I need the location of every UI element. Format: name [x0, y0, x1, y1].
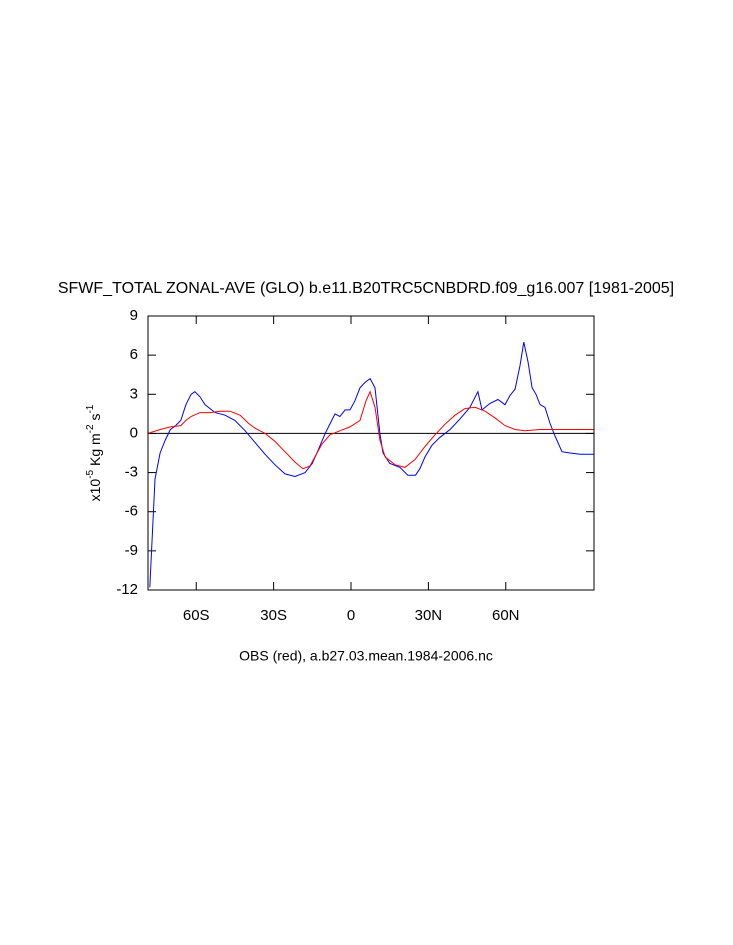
- y-tick-label: 6: [130, 346, 138, 363]
- x-tick-label: 30S: [260, 607, 287, 624]
- x-tick-label: 60N: [492, 607, 520, 624]
- x-tick-label: 60S: [183, 607, 210, 624]
- y-axis-label-part: s: [87, 414, 103, 425]
- y-tick-label: 9: [130, 307, 138, 324]
- data-line: [149, 341, 594, 588]
- y-tick-label: 3: [130, 385, 138, 402]
- y-axis-label: x10-5 Kg m-2 s-1: [85, 404, 103, 501]
- data-line: [147, 390, 594, 470]
- y-tick-label: -3: [125, 464, 138, 481]
- chart-subtitle: OBS (red), a.b27.03.mean.1984-2006.nc: [239, 648, 493, 664]
- y-tick-label: -9: [125, 542, 138, 559]
- chart-title: SFWF_TOTAL ZONAL-AVE (GLO) b.e11.B20TRC5…: [58, 280, 674, 297]
- y-axis-label-exponent: -5: [85, 469, 96, 478]
- y-axis-label-part: Kg m: [87, 433, 103, 470]
- y-axis-label-part: x10: [87, 479, 103, 502]
- y-tick-label: -6: [125, 503, 138, 520]
- y-axis-label-exponent: -2: [85, 424, 96, 433]
- y-tick-label: 0: [130, 424, 138, 441]
- x-tick-label: 30N: [415, 607, 443, 624]
- y-tick-label: -12: [116, 581, 138, 598]
- x-tick-label: 0: [347, 607, 355, 624]
- y-axis-label-exponent: -1: [85, 404, 96, 413]
- plot-frame: [147, 315, 595, 591]
